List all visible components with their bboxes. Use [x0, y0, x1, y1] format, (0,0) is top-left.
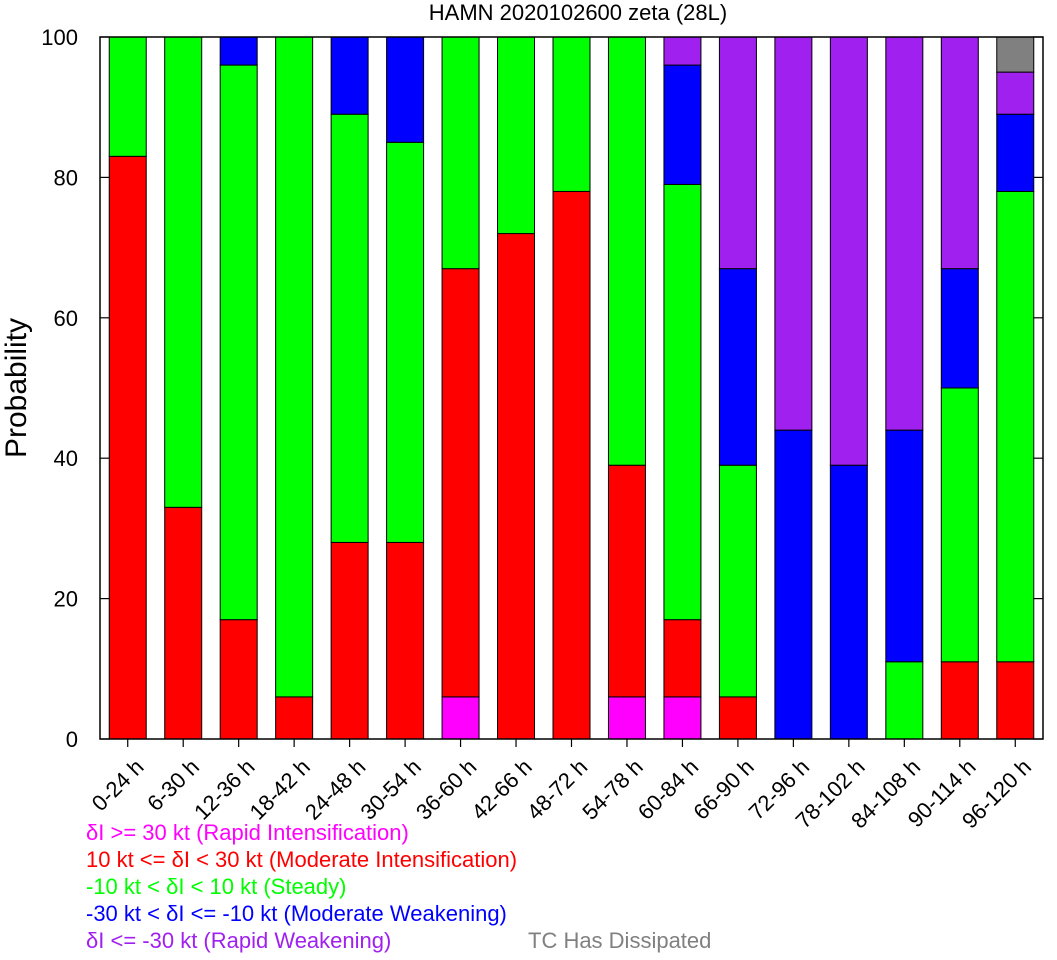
- bar-segment-66-90-h-10-kt-i-30-kt-moderate-intensification: [718, 696, 757, 740]
- legend: δI >= 30 kt (Rapid Intensification) 10 k…: [86, 819, 711, 954]
- y-tick-label-40: 40: [54, 446, 78, 471]
- bar-segment-72-96-h-30-kt-i-10-kt-moderate-weakening: [774, 429, 813, 740]
- bar-segment-84-108-h-30-kt-i-10-kt-moderate-weakening: [885, 429, 924, 663]
- bar-segment-96-120-h-10-kt-i-10-kt-steady: [996, 190, 1035, 663]
- bar-segment-78-102-h-i-30-kt-rapid-weakening: [829, 36, 868, 466]
- legend-item-rapid-weakening: δI <= -30 kt (Rapid Weakening): [86, 928, 392, 953]
- bar-segment-54-78-h-10-kt-i-30-kt-moderate-intensification: [607, 464, 646, 698]
- x-tick-label-66-90-h: 66-90 h: [688, 754, 758, 824]
- bar-segment-12-36-h-10-kt-i-10-kt-steady: [219, 64, 258, 621]
- bar-segment-66-90-h-i-30-kt-rapid-weakening: [718, 36, 757, 270]
- bar-segment-72-96-h-i-30-kt-rapid-weakening: [774, 36, 813, 431]
- bar-segment-84-108-h-10-kt-i-10-kt-steady: [885, 661, 924, 740]
- bar-segment-36-60-h-10-kt-i-30-kt-moderate-intensification: [441, 268, 480, 698]
- bar-segment-90-114-h-30-kt-i-10-kt-moderate-weakening: [940, 268, 979, 389]
- bar-segment-96-120-h-30-kt-i-10-kt-moderate-weakening: [996, 113, 1035, 192]
- x-tick-label-36-60-h: 36-60 h: [411, 754, 481, 824]
- bar-segment-90-114-h-10-kt-i-10-kt-steady: [940, 387, 979, 663]
- x-tick-label-60-84-h: 60-84 h: [633, 754, 703, 824]
- x-tick-label-42-66-h: 42-66 h: [466, 754, 536, 824]
- bar-segment-48-72-h-10-kt-i-30-kt-moderate-intensification: [552, 190, 591, 740]
- y-axis-ticks: 0 20 40 60 80 100: [41, 25, 1043, 752]
- y-tick-label-80: 80: [54, 165, 78, 190]
- legend-item-dissipated: TC Has Dissipated: [528, 928, 712, 953]
- bar-segment-42-66-h-10-kt-i-30-kt-moderate-intensification: [497, 233, 536, 740]
- bar-segment-66-90-h-10-kt-i-10-kt-steady: [718, 464, 757, 698]
- y-tick-label-20: 20: [54, 587, 78, 612]
- bar-segment-24-48-h-30-kt-i-10-kt-moderate-weakening: [330, 36, 369, 115]
- x-tick-label-30-54-h: 30-54 h: [355, 754, 425, 824]
- chart-title: HAMN 2020102600 zeta (28L): [429, 0, 727, 25]
- bar-segment-18-42-h-10-kt-i-30-kt-moderate-intensification: [275, 696, 314, 740]
- bar-segment-90-114-h-i-30-kt-rapid-weakening: [940, 36, 979, 270]
- y-tick-label-0: 0: [66, 727, 78, 752]
- y-axis-label: Probability: [0, 318, 33, 458]
- bar-segment-30-54-h-10-kt-i-30-kt-moderate-intensification: [386, 541, 425, 740]
- legend-item-moderate-weakening: -30 kt < δI <= -10 kt (Moderate Weakenin…: [86, 901, 507, 926]
- bar-segment-96-120-h-i-30-kt-rapid-weakening: [996, 71, 1035, 115]
- bar-segment-60-84-h-10-kt-i-10-kt-steady: [663, 183, 702, 621]
- x-tick-label-0-24-h: 0-24 h: [87, 754, 149, 816]
- bar-segment-42-66-h-10-kt-i-10-kt-steady: [497, 36, 536, 235]
- bar-segment-54-78-h-i-30-kt-rapid-intensification: [607, 696, 646, 740]
- bar-segment-12-36-h-30-kt-i-10-kt-moderate-weakening: [219, 36, 258, 66]
- bar-segment-36-60-h-10-kt-i-10-kt-steady: [441, 36, 480, 270]
- x-tick-label-24-48-h: 24-48 h: [300, 754, 370, 824]
- bar-segment-24-48-h-10-kt-i-30-kt-moderate-intensification: [330, 541, 369, 740]
- bar-segment-30-54-h-30-kt-i-10-kt-moderate-weakening: [386, 36, 425, 143]
- bar-segment-60-84-h-10-kt-i-30-kt-moderate-intensification: [663, 619, 702, 698]
- bars-group: [108, 36, 1035, 740]
- bar-segment-30-54-h-10-kt-i-10-kt-steady: [386, 141, 425, 543]
- bar-segment-0-24-h-10-kt-i-30-kt-moderate-intensification: [108, 155, 147, 740]
- bar-segment-60-84-h-i-30-kt-rapid-intensification: [663, 696, 702, 740]
- bar-segment-36-60-h-i-30-kt-rapid-intensification: [441, 696, 480, 740]
- bar-segment-24-48-h-10-kt-i-10-kt-steady: [330, 113, 369, 543]
- x-tick-label-54-78-h: 54-78 h: [577, 754, 647, 824]
- y-tick-label-60: 60: [54, 306, 78, 331]
- bar-segment-78-102-h-30-kt-i-10-kt-moderate-weakening: [829, 464, 868, 740]
- bar-segment-96-120-h-10-kt-i-30-kt-moderate-intensification: [996, 661, 1035, 740]
- bar-segment-66-90-h-30-kt-i-10-kt-moderate-weakening: [718, 268, 757, 466]
- x-tick-label-48-72-h: 48-72 h: [522, 754, 592, 824]
- bar-segment-48-72-h-10-kt-i-10-kt-steady: [552, 36, 591, 192]
- bar-segment-54-78-h-10-kt-i-10-kt-steady: [607, 36, 646, 466]
- bar-segment-6-30-h-10-kt-i-10-kt-steady: [164, 36, 203, 508]
- bar-segment-0-24-h-10-kt-i-10-kt-steady: [108, 36, 147, 157]
- bar-segment-12-36-h-10-kt-i-30-kt-moderate-intensification: [219, 619, 258, 740]
- bar-segment-96-120-h-tc-has-dissipated: [996, 36, 1035, 73]
- x-tick-label-12-36-h: 12-36 h: [189, 754, 259, 824]
- bar-segment-6-30-h-10-kt-i-30-kt-moderate-intensification: [164, 506, 203, 740]
- bar-segment-60-84-h-i-30-kt-rapid-weakening: [663, 36, 702, 66]
- legend-item-rapid-intensification: δI >= 30 kt (Rapid Intensification): [86, 820, 409, 845]
- legend-item-steady: -10 kt < δI < 10 kt (Steady): [86, 874, 347, 899]
- bar-segment-18-42-h-10-kt-i-10-kt-steady: [275, 36, 314, 698]
- bar-segment-60-84-h-30-kt-i-10-kt-moderate-weakening: [663, 64, 702, 185]
- bar-segment-84-108-h-i-30-kt-rapid-weakening: [885, 36, 924, 431]
- y-tick-label-100: 100: [41, 25, 78, 50]
- bar-segment-90-114-h-10-kt-i-30-kt-moderate-intensification: [940, 661, 979, 740]
- legend-item-moderate-intensification: 10 kt <= δI < 30 kt (Moderate Intensific…: [86, 847, 518, 872]
- x-tick-label-18-42-h: 18-42 h: [245, 754, 315, 824]
